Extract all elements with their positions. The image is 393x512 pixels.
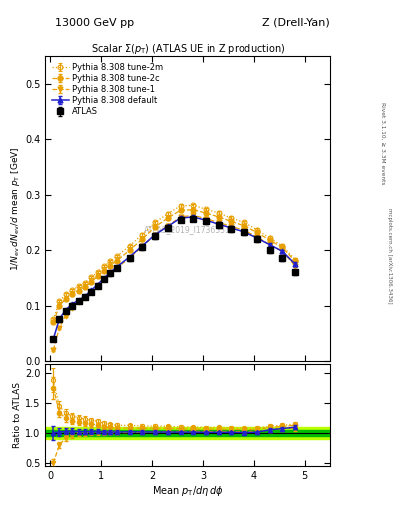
Title: Scalar $\Sigma(p_\mathrm{T})$ (ATLAS UE in Z production): Scalar $\Sigma(p_\mathrm{T})$ (ATLAS UE …	[90, 42, 285, 56]
Legend: Pythia 8.308 tune-2m, Pythia 8.308 tune-2c, Pythia 8.308 tune-1, Pythia 8.308 de: Pythia 8.308 tune-2m, Pythia 8.308 tune-…	[50, 60, 165, 119]
Text: Rivet 3.1.10, ≥ 3.3M events: Rivet 3.1.10, ≥ 3.3M events	[381, 102, 386, 185]
Y-axis label: Ratio to ATLAS: Ratio to ATLAS	[13, 382, 22, 447]
Text: 13000 GeV pp: 13000 GeV pp	[55, 18, 134, 28]
Text: mcplots.cern.ch [arXiv:1306.3436]: mcplots.cern.ch [arXiv:1306.3436]	[387, 208, 391, 304]
Y-axis label: $1/N_\mathrm{ev}\, dN_\mathrm{ev}/d$ mean $p_\mathrm{T}$ [GeV]: $1/N_\mathrm{ev}\, dN_\mathrm{ev}/d$ mea…	[9, 146, 22, 271]
X-axis label: Mean $p_\mathrm{T}/d\eta\, d\phi$: Mean $p_\mathrm{T}/d\eta\, d\phi$	[152, 483, 224, 498]
Text: ATLAS_2019_I1736531: ATLAS_2019_I1736531	[144, 225, 231, 234]
Text: Z (Drell-Yan): Z (Drell-Yan)	[263, 18, 330, 28]
